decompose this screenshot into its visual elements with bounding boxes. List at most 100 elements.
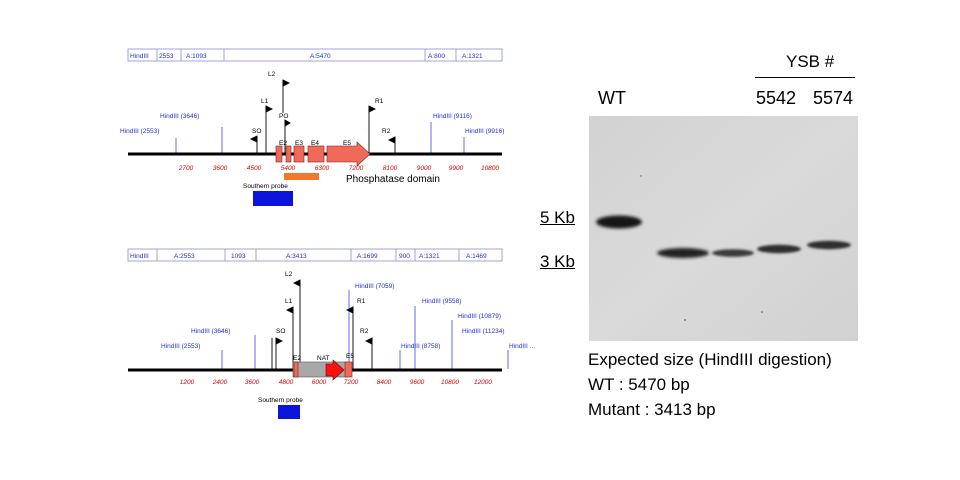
wt-fragment-bar (127, 48, 503, 62)
mut-primer-l2: L2 (285, 271, 293, 278)
mut-site-10879: HindIII (10879) (458, 313, 501, 320)
ysb-group-label: YSB # (786, 52, 835, 71)
mut-exon-e5-label: E5 (346, 353, 354, 360)
mut-tick: 1200 (180, 379, 195, 386)
mut-tick: 10800 (441, 379, 459, 386)
size-marker-5kb: 5 Kb (540, 208, 575, 227)
wt-primer-r2: R2 (382, 128, 391, 135)
wt-southern-probe-label: Southern probe (243, 183, 288, 190)
mut-frag-3413: A:3413 (286, 253, 307, 260)
caption-line-3: Mutant : 3413 bp (588, 400, 716, 419)
mut-frag-1093: 1093 (231, 253, 246, 260)
mut-site-3646: HindIII (3646) (191, 328, 230, 335)
wt-frag-5470: A:5470 (310, 53, 331, 60)
wt-frag-1093: A:1093 (186, 53, 207, 60)
mut-primer-r1: R1 (357, 298, 366, 305)
mut-tick: 3600 (245, 379, 260, 386)
wt-frag-hindiii: HindIII (130, 53, 149, 60)
gel-speck (761, 311, 763, 313)
mut-site-11234: HindIII (11234) (462, 328, 505, 335)
wt-exon-e2-label: E2 (279, 140, 287, 147)
mut-frag-2553: A:2553 (174, 253, 195, 260)
wt-exon-e4-label: E4 (311, 140, 319, 147)
mut-primer-l1: L1 (285, 298, 293, 305)
size-marker-3kb: 3 Kb (540, 252, 575, 271)
wt-tick: 5400 (281, 165, 296, 172)
wt-phosphatase-domain-label: Phosphatase domain (346, 174, 440, 185)
wt-primer-po: PO (279, 113, 288, 120)
gel-smear (589, 116, 858, 341)
wt-exon-e3-label: E3 (295, 140, 303, 147)
mut-site-8758: HindIII (8758) (401, 343, 440, 350)
wt-site-9916: HindIII (9916) (465, 128, 504, 135)
wt-primer-l1: L1 (261, 98, 269, 105)
mut-exon-e2 (293, 361, 299, 378)
mut-fragment-bar (127, 248, 503, 262)
wt-frag-800: A:800 (428, 53, 445, 60)
wt-site-9116: HindIII (9116) (433, 113, 472, 120)
band-mut-1 (657, 248, 709, 258)
mut-primer-r2: R2 (360, 328, 369, 335)
gel-image (589, 116, 858, 341)
mut-tick: 6000 (312, 379, 327, 386)
mut-frag-hindiii: HindIII (130, 253, 149, 260)
band-mut-2 (712, 249, 754, 257)
band-wt (596, 215, 642, 229)
restriction-maps: HindIII 2553 A:1093 A:5470 A:800 A:1321 … (120, 48, 535, 419)
wt-exon-1 (275, 145, 283, 163)
mut-southern-probe (278, 405, 300, 419)
mut-site-9558: HindIII (9558) (422, 298, 461, 305)
mutant-map: HindIII A:2553 1093 A:3413 A:1699 900 A:… (127, 248, 535, 419)
mut-nat-arrow (325, 359, 345, 381)
mut-frag-1469: A:1469 (466, 253, 487, 260)
wt-exon-e3 (293, 145, 305, 163)
lane-label-wt: WT (598, 88, 626, 108)
wt-phosphatase-domain-bar (284, 173, 319, 180)
wt-tick: 8100 (383, 165, 398, 172)
wt-exon-e4 (307, 145, 325, 163)
wt-primer-so: SO (252, 128, 261, 135)
wt-exon-e5-arrow (326, 141, 371, 167)
wt-frag-1321: A:1321 (462, 53, 483, 60)
mut-tick: 7200 (344, 379, 359, 386)
wt-tick: 2700 (178, 165, 194, 172)
wt-primer-r1: R1 (375, 98, 384, 105)
mut-site-more: HindIII ... (509, 343, 535, 350)
wt-tick: 3600 (213, 165, 228, 172)
caption-line-2: WT : 5470 bp (588, 375, 690, 394)
mut-exon-e5 (344, 361, 353, 378)
mut-site-2553: HindIII (2553) (161, 343, 200, 350)
wt-exon-e2 (285, 145, 292, 163)
mut-frag-1321: A:1321 (419, 253, 440, 260)
mut-tick: 8400 (377, 379, 392, 386)
wt-site-2553: HindIII (2553) (120, 128, 159, 135)
wt-tick: 9000 (417, 165, 432, 172)
wt-tick: 10800 (481, 165, 499, 172)
wt-tick: 7200 (349, 165, 364, 172)
mut-exon-e2-label: E2 (293, 355, 301, 362)
wt-tick: 4500 (247, 165, 262, 172)
caption-line-1: Expected size (HindIII digestion) (588, 350, 832, 369)
mut-tick: 12000 (474, 379, 492, 386)
mut-site-7059: HindIII (7059) (355, 283, 394, 290)
ysb-group-underline (755, 77, 855, 78)
mut-nat-label: NAT (317, 355, 330, 362)
wt-tick: 9900 (449, 165, 464, 172)
mut-frag-1699: A:1699 (357, 253, 378, 260)
wt-frag-2553: 2553 (159, 53, 174, 60)
wt-site-3646: HindIII (3646) (160, 113, 199, 120)
lane-label-5574: 5574 (813, 88, 854, 108)
mut-tick: 9600 (410, 379, 425, 386)
band-mut-3 (757, 244, 801, 254)
wt-tick: 6300 (315, 165, 330, 172)
mut-frag-900: 900 (399, 253, 410, 260)
mut-southern-probe-label: Southern probe (258, 397, 303, 404)
wt-exon-e5-label: E5 (343, 140, 351, 147)
wt-primer-l2: L2 (268, 71, 276, 78)
gel-speck (640, 175, 642, 177)
mut-primer-so: SO (276, 328, 285, 335)
gel-background (589, 116, 858, 341)
mut-tick: 4800 (279, 379, 294, 386)
wt-map: HindIII 2553 A:1093 A:5470 A:800 A:1321 … (120, 48, 504, 206)
wt-southern-probe (253, 191, 293, 206)
